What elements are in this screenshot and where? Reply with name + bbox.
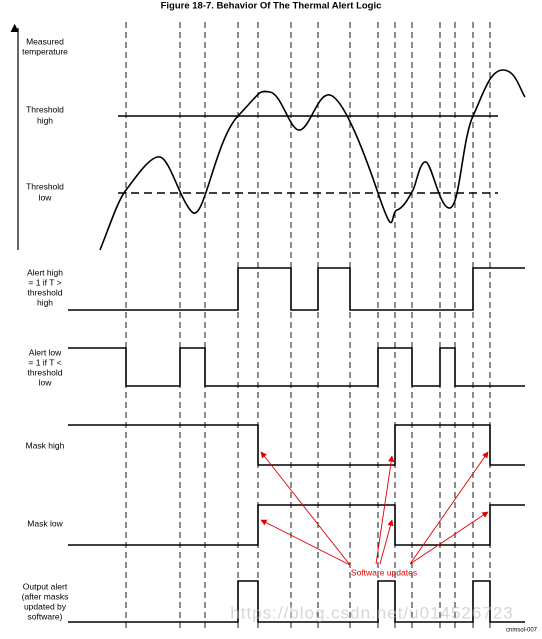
label: high	[37, 297, 53, 307]
mask-low-wave	[68, 504, 525, 546]
label: low	[39, 192, 53, 202]
label: Alert low	[29, 347, 62, 357]
label: Output alert	[23, 581, 68, 591]
label: temperature	[22, 46, 68, 56]
figure-id: cnmsol-007	[506, 628, 538, 634]
output-alert-wave	[68, 580, 525, 623]
label: Measured	[26, 36, 64, 46]
label: updated by	[24, 601, 67, 611]
annotation-arrows	[260, 451, 489, 566]
mask-high-wave	[68, 424, 525, 466]
label: Threshold	[26, 104, 64, 114]
label: threshold	[28, 367, 63, 377]
temperature-curve	[99, 69, 526, 251]
watermark: https://blog.csdn.net/u014526723	[230, 603, 513, 622]
alert-high-wave	[68, 267, 525, 311]
alert-low-wave	[68, 347, 525, 387]
annotation: Software updates	[351, 567, 417, 577]
label: = 1 if T <	[28, 357, 61, 367]
label: Alert high	[27, 267, 63, 277]
title: Figure 18-7. Behavior Of The Thermal Ale…	[161, 1, 382, 12]
label: Mask low	[27, 518, 63, 528]
label: = 1 if T >	[28, 277, 61, 287]
label: software)	[28, 611, 63, 621]
label: high	[37, 115, 53, 125]
label: threshold	[28, 287, 63, 297]
label: low	[39, 377, 53, 387]
label: Mask high	[26, 440, 65, 450]
label: (after masks	[22, 591, 69, 601]
time-markers	[125, 22, 491, 630]
label: Threshold	[26, 181, 64, 191]
